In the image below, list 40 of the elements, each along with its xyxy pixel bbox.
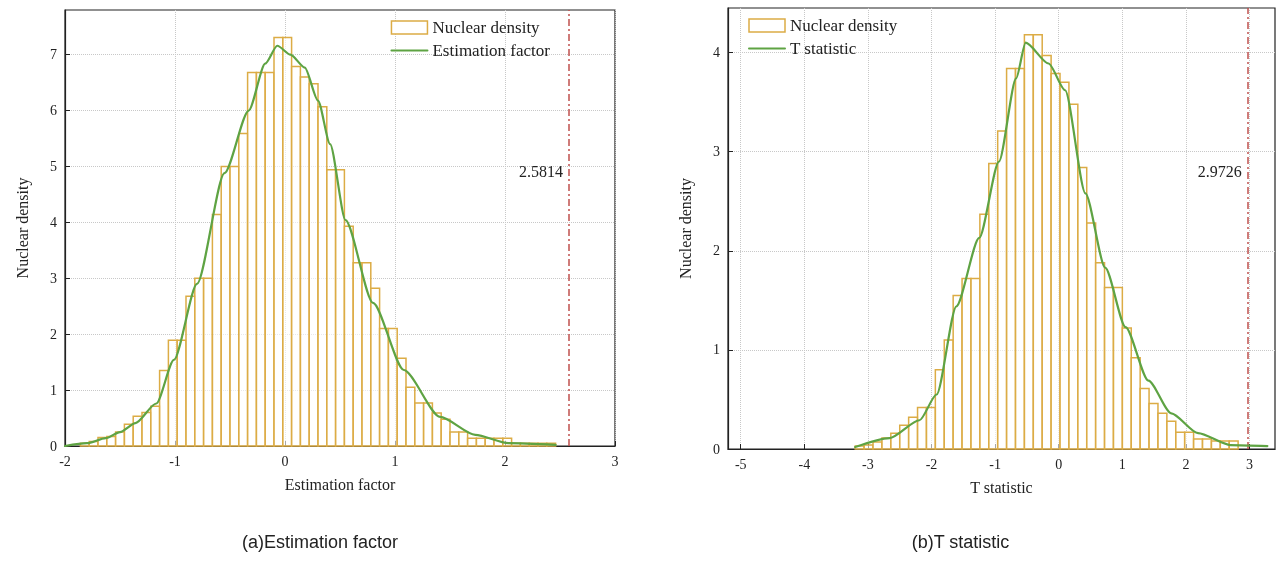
x-tick-label: 0 [1055, 456, 1063, 472]
legend-label: Nuclear density [432, 18, 541, 37]
y-tick-label: 2 [50, 326, 57, 342]
ref-line-label: 2.9726 [1197, 162, 1242, 180]
x-tick-label: 1 [391, 453, 399, 469]
legend-label: T statistic [790, 39, 857, 58]
text: (a)Estimation factor [241, 532, 399, 552]
x-axis-title: Estimation factor [284, 475, 396, 493]
x-tick-label: 2 [501, 453, 509, 469]
legend-label: Nuclear density [790, 16, 898, 35]
x-tick-label: -5 [734, 456, 747, 472]
x-tick-label: -2 [925, 456, 938, 472]
y-tick-label: 0 [713, 441, 720, 457]
x-tick-label: 0 [281, 453, 289, 469]
x-tick-label: -2 [59, 453, 71, 469]
y-tick-label: 3 [50, 270, 57, 286]
y-axis-title: Nuclear density [676, 178, 695, 279]
x-tick-label: 1 [1118, 456, 1126, 472]
x-tick-label: -4 [798, 456, 811, 472]
y-tick-label: 1 [713, 342, 720, 358]
text: (b)T statistic [911, 532, 1010, 552]
y-tick-label: 0 [50, 438, 57, 454]
legend-label: Estimation factor [432, 41, 551, 60]
x-tick-label: -1 [169, 453, 181, 469]
ref-line-label: 2.5814 [518, 162, 563, 180]
y-axis-title: Nuclear density [13, 177, 32, 279]
y-tick-label: 3 [713, 144, 720, 160]
y-tick-label: 2 [713, 243, 720, 259]
x-tick-label: 3 [1246, 456, 1254, 472]
y-tick-label: 5 [50, 159, 57, 175]
y-tick-label: 4 [50, 214, 57, 230]
y-tick-label: 1 [50, 382, 57, 398]
x-tick-label: 3 [611, 453, 619, 469]
x-tick-label: -1 [989, 456, 1001, 472]
y-tick-label: 4 [713, 45, 720, 61]
y-tick-label: 7 [50, 47, 57, 63]
x-tick-label: -3 [862, 456, 874, 472]
x-axis-title: T statistic [970, 478, 1033, 496]
x-tick-label: 2 [1182, 456, 1190, 472]
y-tick-label: 6 [50, 103, 57, 119]
